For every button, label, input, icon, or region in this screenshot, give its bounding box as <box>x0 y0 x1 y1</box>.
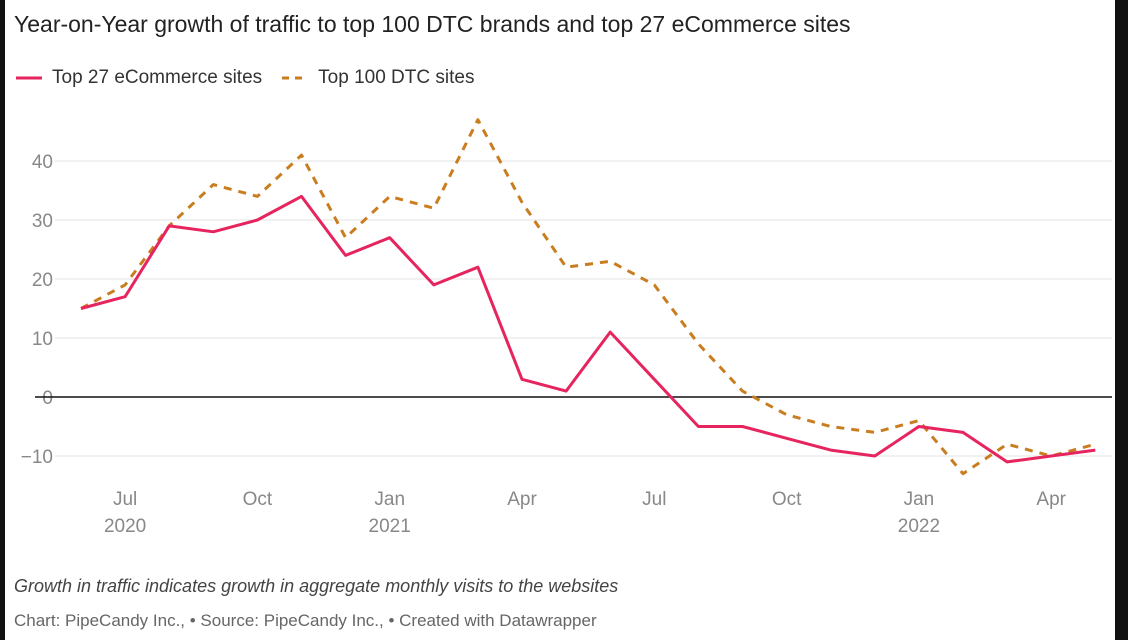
series-line-ecommerce <box>80 194 1096 464</box>
legend: Top 27 eCommerce sites Top 100 DTC sites <box>14 67 474 89</box>
legend-swatch-solid <box>16 76 42 80</box>
y-tick-label: 0 <box>42 388 53 409</box>
x-tick-year: 2021 <box>369 516 411 537</box>
legend-item-ecommerce: Top 27 eCommerce sites <box>14 67 262 89</box>
chart-card: Year-on-Year growth of traffic to top 10… <box>5 0 1115 640</box>
x-tick-label: Oct <box>772 489 802 510</box>
x-tick-label: Jul <box>642 489 666 510</box>
y-tick-label: 40 <box>32 152 53 173</box>
series-line-dtc <box>80 118 1096 476</box>
x-tick-year: 2020 <box>104 516 146 537</box>
x-tick-label: Jan <box>374 489 405 510</box>
y-tick-label: 10 <box>32 329 53 350</box>
x-tick-label: Apr <box>507 489 537 510</box>
y-tick-label: −10 <box>21 447 53 468</box>
chart-title: Year-on-Year growth of traffic to top 10… <box>14 11 851 37</box>
plot-area: 40 30 20 10 0 −10 Jul 2020 Oct Jan 2021 Apr Jul Oct Ja… <box>21 118 1112 537</box>
x-tick-year: 2022 <box>898 516 940 537</box>
x-tick-label: Jul <box>113 489 137 510</box>
legend-label: Top 27 eCommerce sites <box>52 67 263 88</box>
y-tick-label: 30 <box>32 211 53 232</box>
chart-credit: Chart: PipeCandy Inc., • Source: PipeCan… <box>14 611 597 630</box>
legend-item-dtc: Top 100 DTC sites <box>280 67 474 89</box>
chart-notes: Growth in traffic indicates growth in ag… <box>14 576 619 596</box>
legend-label: Top 100 DTC sites <box>318 67 475 88</box>
y-tick-label: 20 <box>32 270 53 291</box>
legend-swatch-dashed <box>282 76 309 80</box>
x-tick-label: Apr <box>1036 489 1066 510</box>
x-tick-label: Oct <box>243 489 273 510</box>
x-tick-label: Jan <box>904 489 935 510</box>
